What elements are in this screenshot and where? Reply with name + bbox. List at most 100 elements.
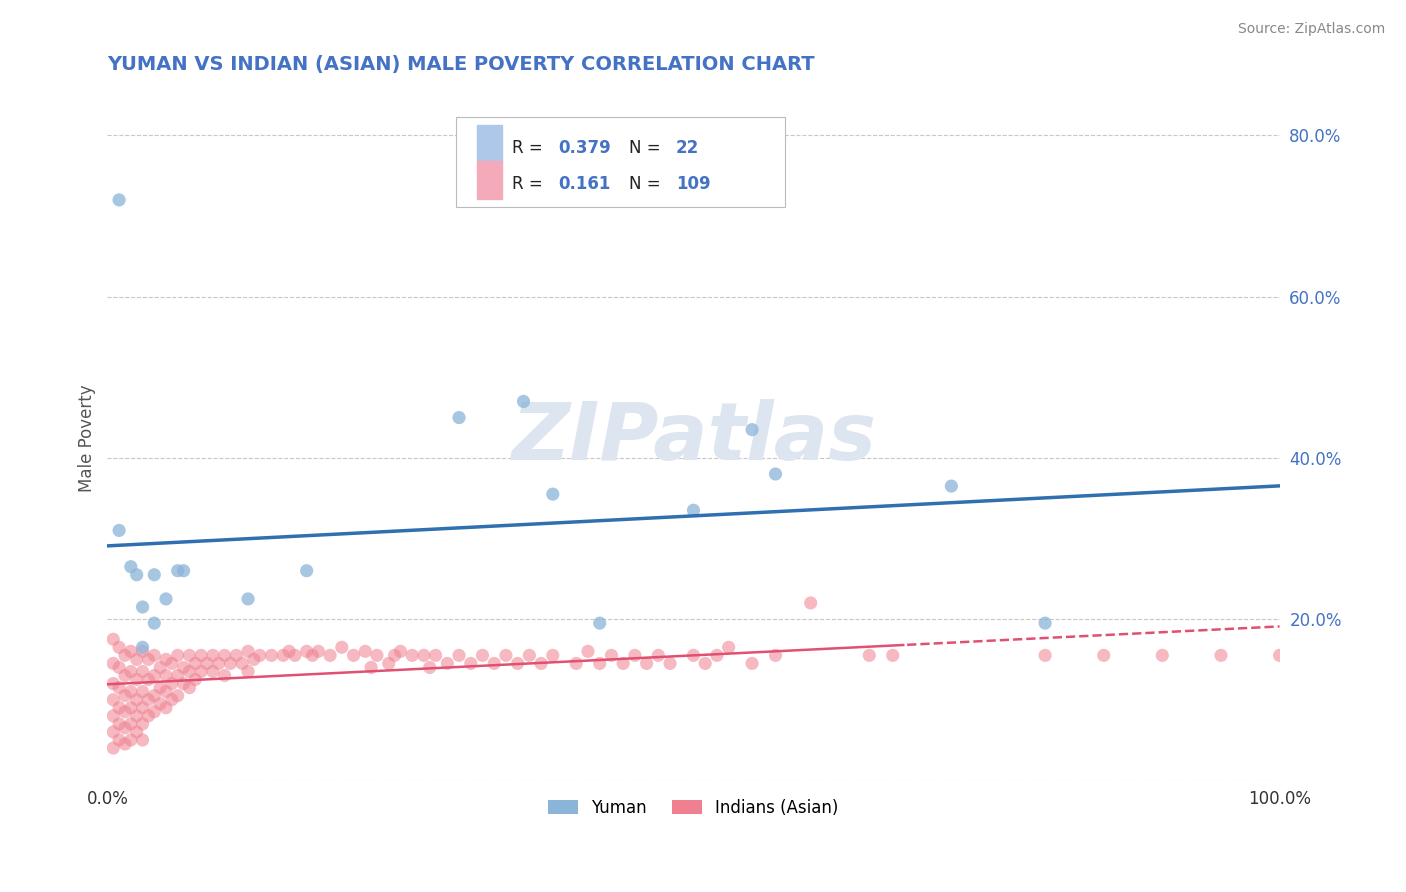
Point xyxy=(160,676,183,690)
Point xyxy=(155,684,177,698)
Point xyxy=(190,648,212,663)
Point xyxy=(114,668,136,682)
Point xyxy=(1092,648,1115,663)
Point xyxy=(103,708,125,723)
Point xyxy=(366,648,388,663)
Point xyxy=(471,648,494,663)
Point xyxy=(682,648,704,663)
Point xyxy=(131,599,153,614)
Point xyxy=(1152,648,1174,663)
Point xyxy=(882,648,904,663)
Point xyxy=(225,648,247,663)
Point xyxy=(447,410,470,425)
Point xyxy=(138,692,160,706)
Point xyxy=(143,648,166,663)
Point xyxy=(125,708,148,723)
Point xyxy=(166,668,188,682)
Point xyxy=(519,648,541,663)
Point xyxy=(184,673,207,687)
Legend: Yuman, Indians (Asian): Yuman, Indians (Asian) xyxy=(541,792,845,823)
Point xyxy=(201,648,224,663)
Point xyxy=(108,700,131,714)
Point xyxy=(214,648,236,663)
Point xyxy=(249,648,271,663)
Point xyxy=(184,657,207,671)
Point xyxy=(271,648,294,663)
Point xyxy=(565,657,588,671)
Point xyxy=(173,564,195,578)
Point xyxy=(360,660,382,674)
Point xyxy=(149,660,172,674)
Point xyxy=(131,665,153,679)
Point xyxy=(301,648,323,663)
Text: ZIPatlas: ZIPatlas xyxy=(510,399,876,476)
Point xyxy=(120,684,142,698)
Point xyxy=(114,721,136,735)
Point xyxy=(612,657,634,671)
Point xyxy=(800,596,823,610)
Point xyxy=(120,644,142,658)
Point xyxy=(108,524,131,538)
Point xyxy=(600,648,623,663)
Point xyxy=(143,705,166,719)
Point xyxy=(330,640,353,655)
Point xyxy=(103,692,125,706)
Point xyxy=(1209,648,1232,663)
Point xyxy=(155,591,177,606)
Point xyxy=(108,640,131,655)
Point xyxy=(143,616,166,631)
Point xyxy=(179,665,201,679)
Point xyxy=(125,673,148,687)
Point xyxy=(103,741,125,756)
Point xyxy=(377,657,399,671)
Point xyxy=(131,717,153,731)
Point xyxy=(506,657,529,671)
Bar xyxy=(477,161,502,199)
Point xyxy=(131,733,153,747)
Text: 0.161: 0.161 xyxy=(558,175,612,193)
Point xyxy=(166,564,188,578)
Point xyxy=(155,700,177,714)
Text: R =: R = xyxy=(512,175,553,193)
Point xyxy=(173,676,195,690)
Point xyxy=(214,668,236,682)
Text: R =: R = xyxy=(512,139,548,157)
Point xyxy=(143,567,166,582)
Point xyxy=(108,681,131,695)
Point xyxy=(236,644,259,658)
Point xyxy=(131,644,153,658)
Point xyxy=(179,648,201,663)
Point xyxy=(765,648,787,663)
Point xyxy=(1033,616,1056,631)
Point xyxy=(706,648,728,663)
Point xyxy=(208,657,231,671)
Text: 109: 109 xyxy=(676,175,710,193)
Point xyxy=(941,479,963,493)
Point xyxy=(166,648,188,663)
Point xyxy=(131,700,153,714)
Point xyxy=(125,692,148,706)
Point xyxy=(342,648,364,663)
Point xyxy=(236,591,259,606)
Point xyxy=(108,733,131,747)
Point xyxy=(295,564,318,578)
Point xyxy=(589,616,612,631)
Text: 22: 22 xyxy=(676,139,699,157)
Point xyxy=(125,567,148,582)
Point xyxy=(647,648,669,663)
Point xyxy=(425,648,447,663)
Point xyxy=(530,657,553,671)
Point xyxy=(143,668,166,682)
Point xyxy=(260,648,283,663)
Point xyxy=(173,660,195,674)
Point xyxy=(155,652,177,666)
Point xyxy=(131,684,153,698)
Text: Source: ZipAtlas.com: Source: ZipAtlas.com xyxy=(1237,22,1385,37)
Point xyxy=(108,193,131,207)
Point xyxy=(624,648,647,663)
Point xyxy=(108,717,131,731)
Point xyxy=(114,648,136,663)
Point xyxy=(576,644,599,658)
Point xyxy=(319,648,342,663)
Point xyxy=(278,644,301,658)
